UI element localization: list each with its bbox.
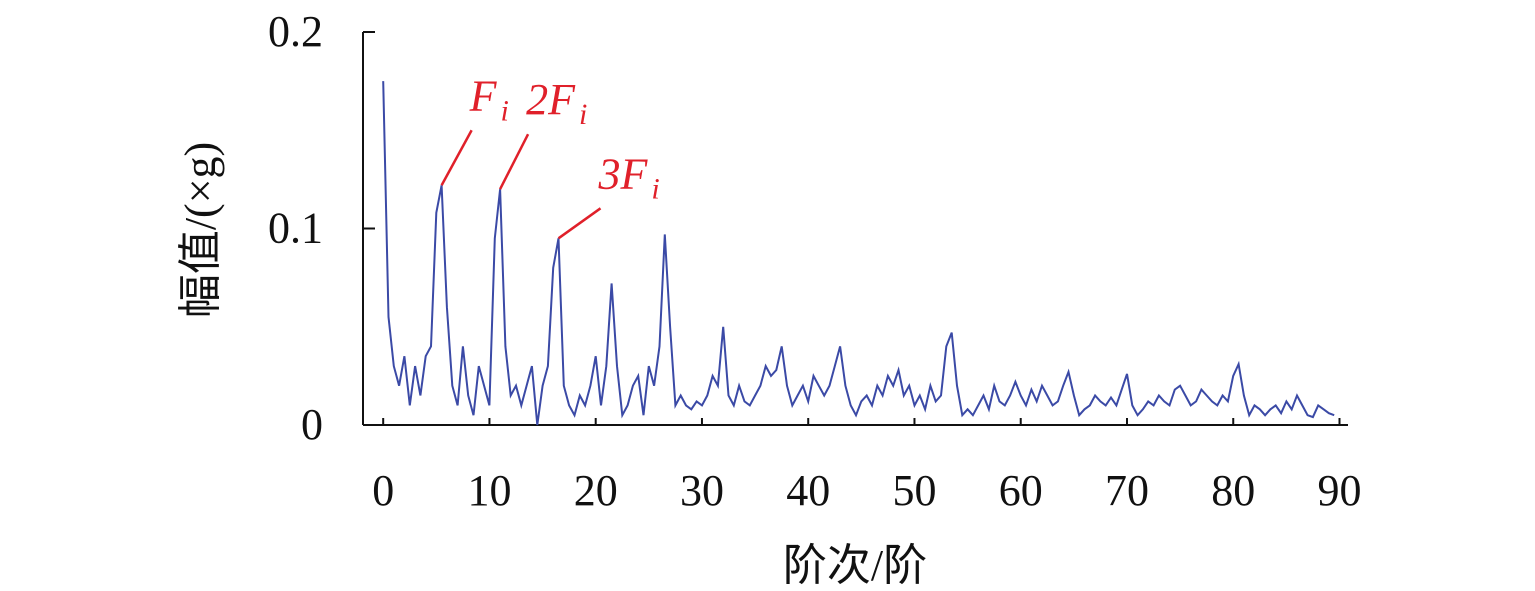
x-tick-label: 30 [680, 466, 724, 515]
annotation-text: 3F [598, 149, 649, 198]
y-tick-label: 0 [301, 400, 323, 449]
y-axis-title: 幅值/(×g) [176, 142, 225, 318]
annotation-leader [440, 129, 473, 186]
annotation: 2F i [526, 75, 587, 131]
x-tick-label: 10 [467, 466, 511, 515]
x-tick-label: 90 [1317, 466, 1361, 515]
annotation-text: 2F [526, 75, 576, 124]
annotation-subscript: i [579, 98, 587, 131]
x-tick-label: 20 [574, 466, 618, 515]
x-axis-title: 阶次/阶 [783, 541, 927, 590]
x-tick-label: 60 [999, 466, 1043, 515]
x-tick-label: 0 [372, 466, 394, 515]
annotation-leader [557, 207, 602, 240]
x-tick-label: 40 [786, 466, 830, 515]
annotation: 3F i [598, 149, 660, 205]
y-tick-label: 0.1 [268, 204, 323, 253]
annotation-subscript: i [651, 172, 659, 205]
y-tick-label: 0.2 [268, 7, 323, 56]
x-tick-label: 50 [892, 466, 936, 515]
annotation-subscript: i [501, 94, 509, 127]
annotation-text: F [469, 71, 498, 120]
series-line [382, 81, 1335, 426]
annotation-leader [498, 133, 530, 190]
x-tick-label: 70 [1105, 466, 1149, 515]
x-tick-label: 80 [1211, 466, 1255, 515]
